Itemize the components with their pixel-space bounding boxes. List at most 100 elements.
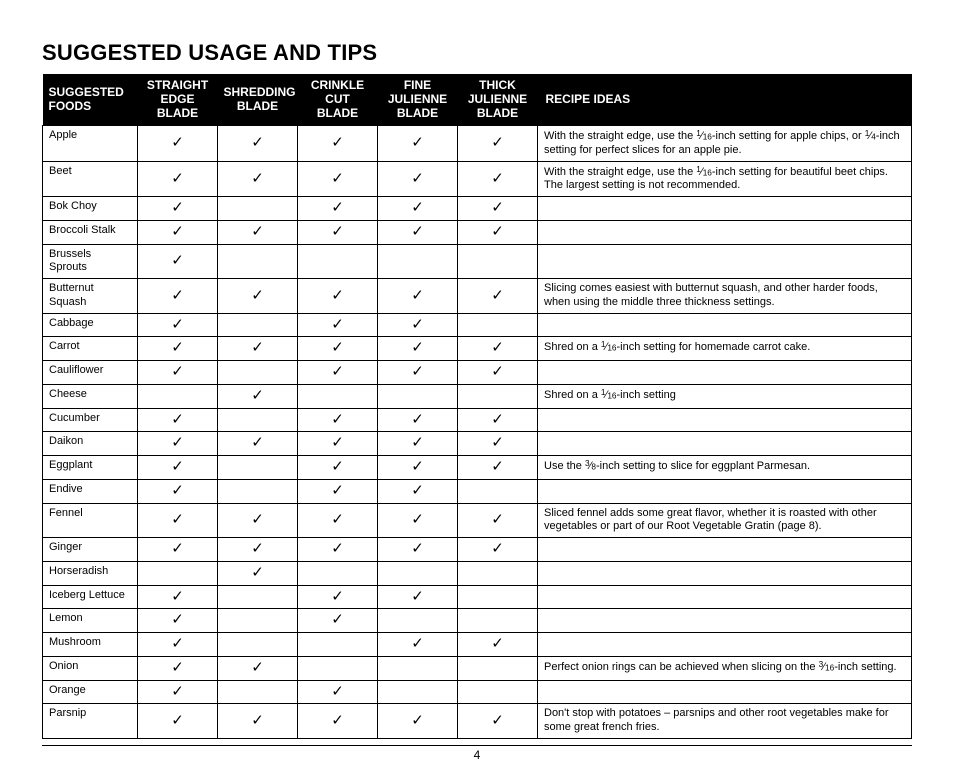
check-icon: ✓ (491, 511, 504, 528)
blade-cell: ✓ (378, 313, 458, 337)
blade-cell: ✓ (138, 656, 218, 680)
table-row: Bok Choy✓✓✓✓ (43, 197, 912, 221)
check-icon: ✓ (411, 223, 424, 240)
blade-cell: ✓ (218, 126, 298, 161)
blade-cell: ✓ (138, 126, 218, 161)
blade-cell: ✓ (458, 704, 538, 739)
recipe-idea-cell: Use the 3⁄8-inch setting to slice for eg… (538, 456, 912, 480)
check-icon: ✓ (411, 170, 424, 187)
check-icon: ✓ (411, 712, 424, 729)
blade-cell: ✓ (378, 479, 458, 503)
check-icon: ✓ (171, 458, 184, 475)
blade-cell: ✓ (378, 704, 458, 739)
check-icon: ✓ (411, 434, 424, 451)
blade-cell: ✓ (138, 313, 218, 337)
check-icon: ✓ (171, 482, 184, 499)
check-icon: ✓ (251, 287, 264, 304)
blade-cell: ✓ (298, 220, 378, 244)
check-icon: ✓ (171, 635, 184, 652)
check-icon: ✓ (331, 199, 344, 216)
check-icon: ✓ (251, 712, 264, 729)
blade-cell (218, 456, 298, 480)
check-icon: ✓ (251, 511, 264, 528)
blade-cell: ✓ (378, 220, 458, 244)
blade-cell: ✓ (458, 126, 538, 161)
check-icon: ✓ (491, 199, 504, 216)
blade-cell (458, 609, 538, 633)
check-icon: ✓ (331, 223, 344, 240)
check-icon: ✓ (331, 434, 344, 451)
blade-cell (458, 479, 538, 503)
check-icon: ✓ (411, 458, 424, 475)
table-row: Eggplant✓✓✓✓Use the 3⁄8-inch setting to … (43, 456, 912, 480)
table-row: Onion✓✓Perfect onion rings can be achiev… (43, 656, 912, 680)
blade-cell: ✓ (298, 456, 378, 480)
check-icon: ✓ (251, 170, 264, 187)
check-icon: ✓ (331, 170, 344, 187)
check-icon: ✓ (251, 434, 264, 451)
blade-cell: ✓ (458, 538, 538, 562)
food-cell: Iceberg Lettuce (43, 585, 138, 609)
food-cell: Cucumber (43, 408, 138, 432)
table-row: Iceberg Lettuce✓✓✓ (43, 585, 912, 609)
check-icon: ✓ (331, 287, 344, 304)
recipe-idea-cell (538, 561, 912, 585)
col-header-food: SUGGESTEDFOODS (43, 74, 138, 126)
blade-cell: ✓ (138, 279, 218, 314)
blade-cell: ✓ (378, 197, 458, 221)
table-row: Cauliflower✓✓✓✓ (43, 361, 912, 385)
col-header-recipe-ideas: RECIPE IDEAS (538, 74, 912, 126)
blade-cell (458, 384, 538, 408)
blade-cell (298, 633, 378, 657)
blade-cell (298, 561, 378, 585)
check-icon: ✓ (171, 540, 184, 557)
check-icon: ✓ (171, 363, 184, 380)
recipe-idea-cell (538, 538, 912, 562)
blade-cell: ✓ (218, 279, 298, 314)
blade-cell (378, 680, 458, 704)
check-icon: ✓ (491, 434, 504, 451)
blade-cell: ✓ (378, 503, 458, 538)
recipe-idea-cell: Shred on a 1⁄16-inch setting for homemad… (538, 337, 912, 361)
blade-cell (218, 609, 298, 633)
check-icon: ✓ (411, 635, 424, 652)
blade-cell: ✓ (218, 538, 298, 562)
food-cell: Endive (43, 479, 138, 503)
blade-cell: ✓ (218, 432, 298, 456)
blade-cell (458, 561, 538, 585)
recipe-idea-cell (538, 220, 912, 244)
blade-cell: ✓ (298, 161, 378, 196)
food-cell: Daikon (43, 432, 138, 456)
check-icon: ✓ (251, 134, 264, 151)
blade-cell: ✓ (458, 408, 538, 432)
blade-cell: ✓ (458, 361, 538, 385)
check-icon: ✓ (251, 540, 264, 557)
food-cell: Ginger (43, 538, 138, 562)
check-icon: ✓ (251, 564, 264, 581)
check-icon: ✓ (331, 458, 344, 475)
blade-cell: ✓ (298, 479, 378, 503)
food-cell: Cabbage (43, 313, 138, 337)
check-icon: ✓ (331, 588, 344, 605)
check-icon: ✓ (171, 511, 184, 528)
table-row: Mushroom✓✓✓ (43, 633, 912, 657)
blade-cell: ✓ (218, 384, 298, 408)
food-cell: Apple (43, 126, 138, 161)
blade-cell: ✓ (218, 656, 298, 680)
usage-table: SUGGESTEDFOODS STRAIGHT EDGEBLADE SHREDD… (42, 74, 912, 739)
blade-cell: ✓ (378, 408, 458, 432)
check-icon: ✓ (171, 683, 184, 700)
check-icon: ✓ (491, 339, 504, 356)
table-row: Endive✓✓✓ (43, 479, 912, 503)
check-icon: ✓ (331, 411, 344, 428)
blade-cell: ✓ (458, 456, 538, 480)
check-icon: ✓ (251, 223, 264, 240)
blade-cell (218, 633, 298, 657)
table-row: Lemon✓✓ (43, 609, 912, 633)
check-icon: ✓ (491, 287, 504, 304)
blade-cell (458, 680, 538, 704)
check-icon: ✓ (171, 434, 184, 451)
check-icon: ✓ (171, 170, 184, 187)
check-icon: ✓ (411, 511, 424, 528)
blade-cell: ✓ (378, 538, 458, 562)
